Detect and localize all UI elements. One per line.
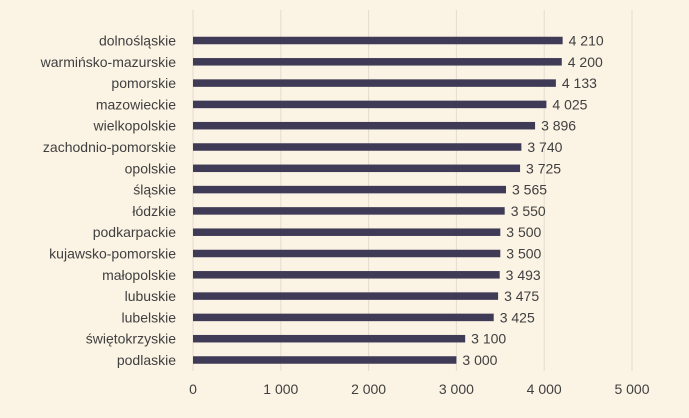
bar — [193, 292, 499, 300]
value-label: 3 740 — [527, 139, 562, 155]
category-label: podkarpackie — [93, 224, 176, 240]
x-axis-tick-labels: 0 1 000 2 000 3 000 4 000 5 000 — [189, 381, 650, 397]
bar — [193, 334, 466, 343]
value-label: 3 493 — [506, 267, 541, 283]
value-label: 4 200 — [568, 54, 603, 70]
x-tick-label: 0 — [189, 381, 197, 397]
category-label: lubelskie — [122, 309, 177, 325]
bar — [193, 58, 562, 66]
category-label: wielkopolskie — [93, 118, 177, 134]
category-labels: dolnośląskie warmińsko-mazurskie pomorskie… — [40, 33, 177, 369]
category-label: mazowieckie — [96, 96, 176, 112]
category-label: opolskie — [125, 160, 177, 176]
category-label: zachodnio-pomorskie — [43, 139, 176, 155]
category-label: podlaskie — [117, 352, 176, 368]
bar — [193, 271, 500, 279]
bar — [193, 207, 505, 215]
bar — [193, 228, 501, 236]
value-labels: 4 210 4 200 4 133 4 025 3 896 3 740 3 725 3 565… — [462, 33, 603, 369]
category-label: dolnośląskie — [99, 33, 176, 49]
category-label: kujawsko-pomorskie — [49, 246, 176, 262]
category-label: małopolskie — [102, 267, 176, 283]
category-label: warmińsko-mazurskie — [40, 54, 177, 70]
x-tick-label: 5 000 — [614, 381, 649, 397]
category-label: łódzkie — [132, 203, 176, 219]
category-label: śląskie — [133, 182, 176, 198]
value-label: 3 425 — [500, 309, 535, 325]
category-label: świętokrzyskie — [86, 331, 176, 347]
bar — [193, 79, 556, 87]
value-label: 4 133 — [562, 75, 597, 91]
bar — [193, 185, 507, 194]
value-label: 3 100 — [471, 331, 506, 347]
x-tick-label: 2 000 — [351, 381, 386, 397]
value-label: 3 475 — [504, 288, 539, 304]
value-label: 3 000 — [462, 352, 497, 368]
bar — [193, 100, 547, 109]
value-label: 3 725 — [526, 160, 561, 176]
bar — [193, 164, 521, 173]
bar — [193, 313, 494, 322]
category-label: pomorskie — [111, 75, 176, 91]
x-tick-label: 1 000 — [263, 381, 298, 397]
value-label: 3 500 — [506, 246, 541, 262]
value-label: 4 210 — [569, 33, 604, 49]
bar — [193, 36, 563, 45]
bar — [193, 143, 522, 151]
bar — [193, 356, 457, 364]
value-label: 3 565 — [512, 182, 547, 198]
x-tick-label: 4 000 — [527, 381, 562, 397]
x-tick-label: 3 000 — [439, 381, 474, 397]
value-label: 3 550 — [511, 203, 546, 219]
bar — [193, 121, 536, 130]
value-label: 3 896 — [541, 118, 576, 134]
value-label: 3 500 — [506, 224, 541, 240]
category-label: lubuskie — [125, 288, 177, 304]
bar — [193, 249, 501, 258]
bars — [193, 36, 563, 364]
value-label: 4 025 — [552, 96, 587, 112]
